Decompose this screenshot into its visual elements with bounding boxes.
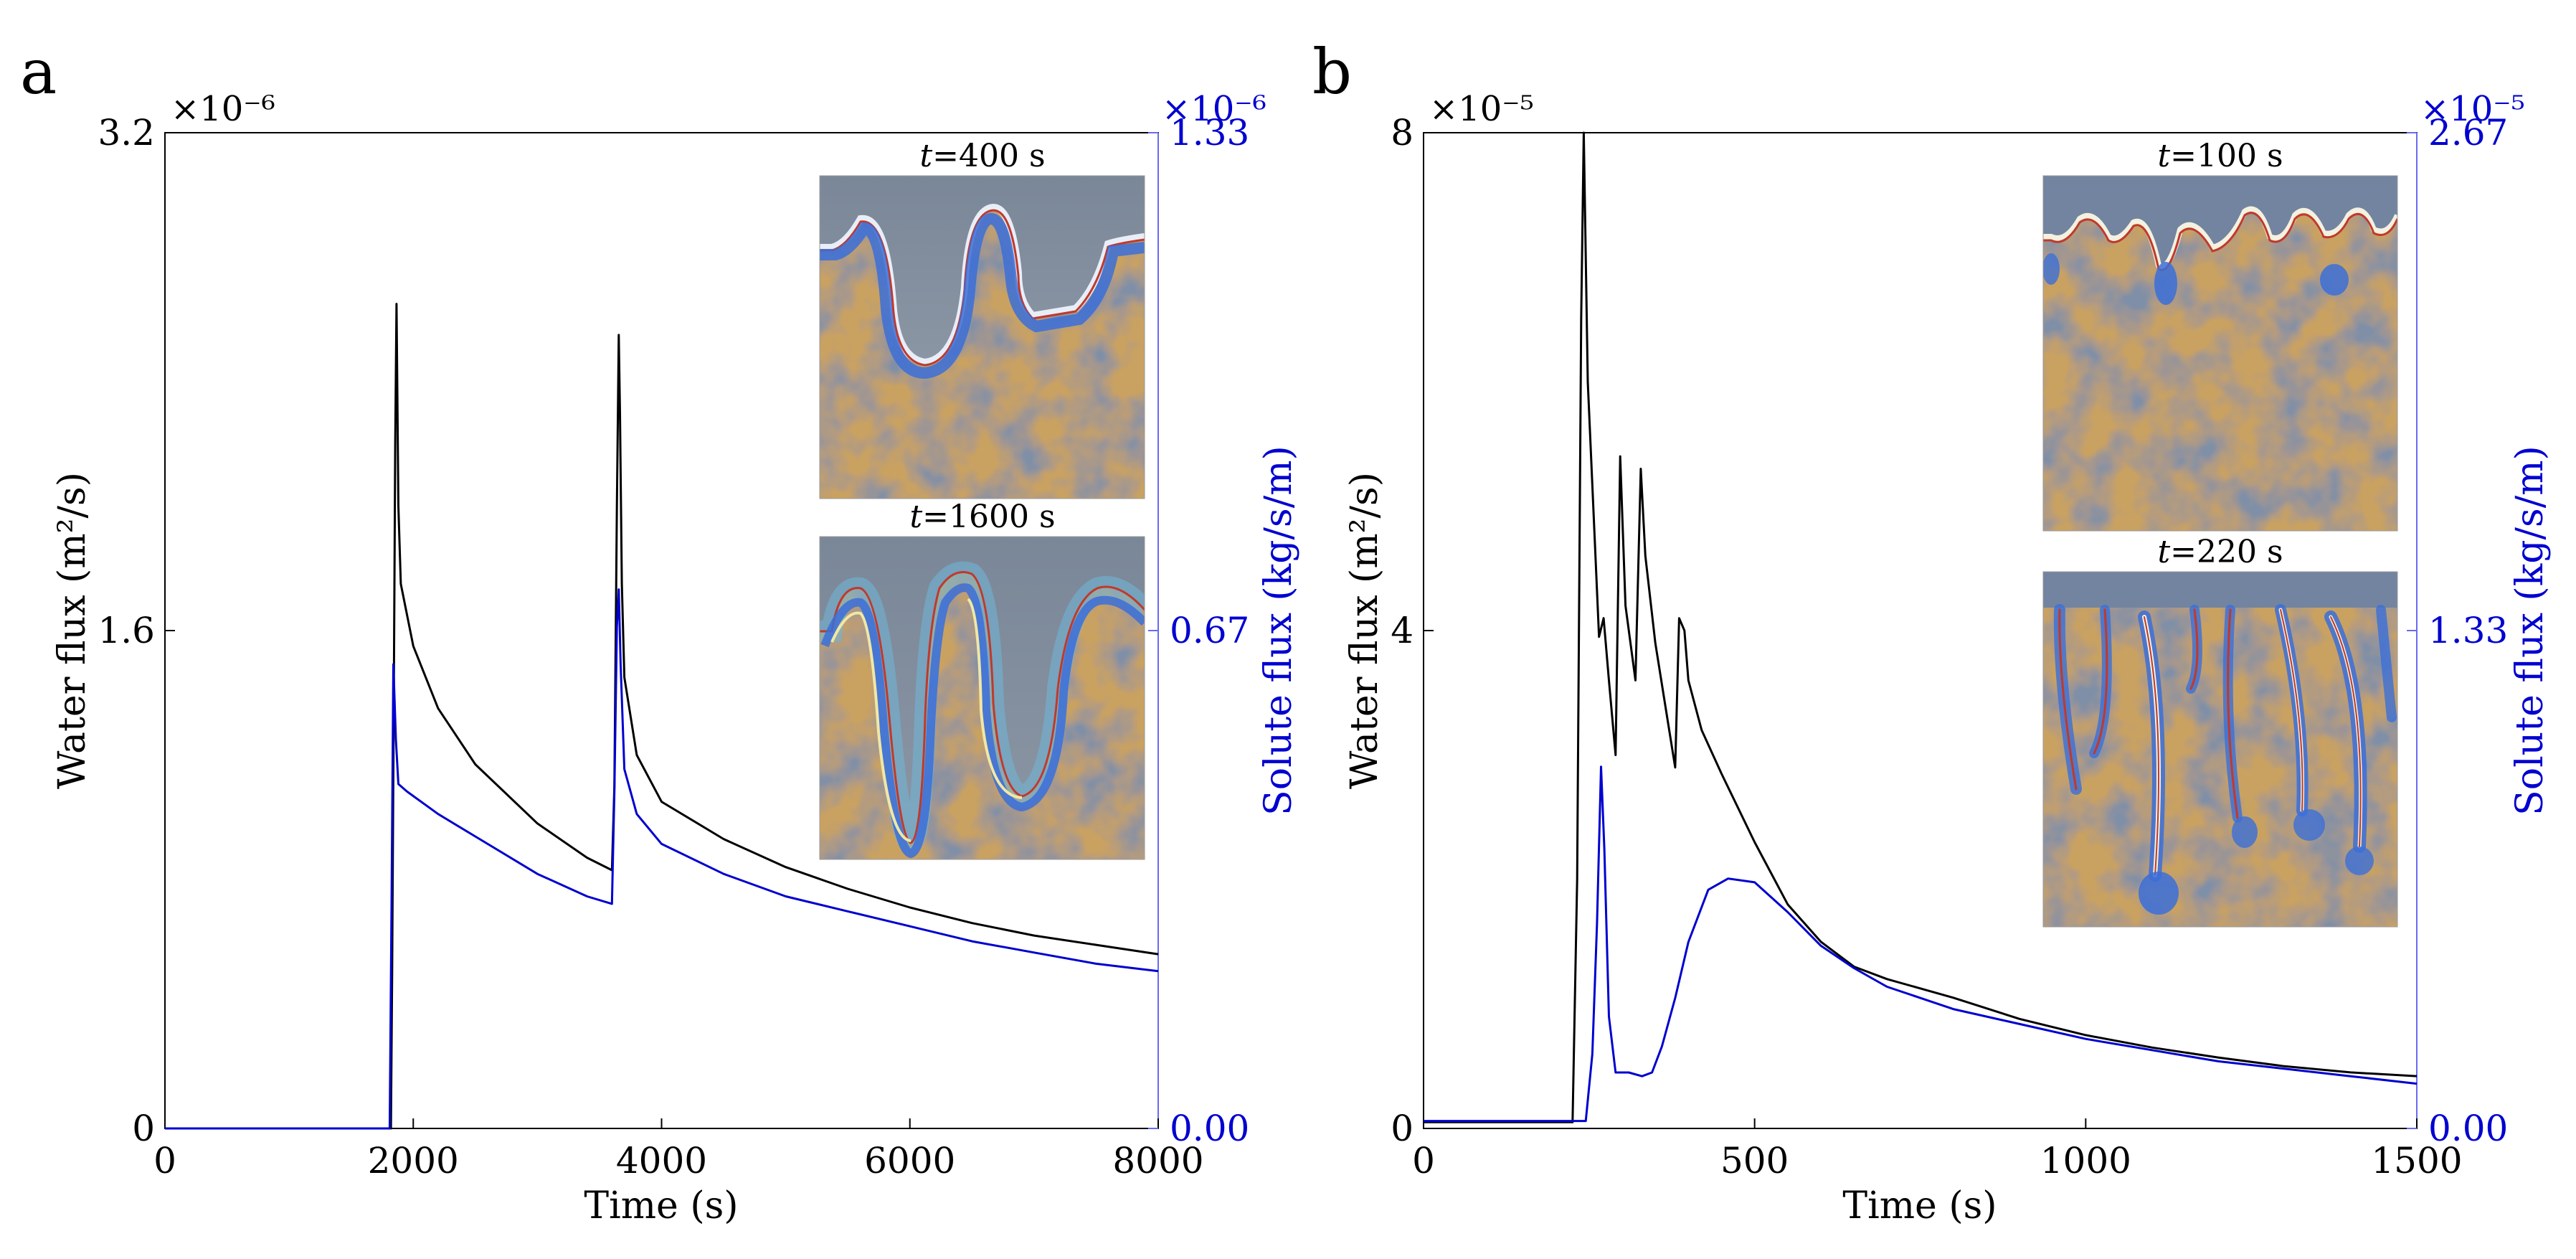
panel-a-inset-top: t=400 s [819, 138, 1145, 499]
panel-b-series-water-flux-line [1424, 131, 2418, 1123]
panel-b-x-tick-label: 1500 [2371, 1140, 2462, 1182]
panel-b-x-tick-label: 1000 [2040, 1140, 2131, 1182]
panel-a-left-y-axis-label: Water flux (m²/s) [51, 472, 94, 789]
panel-b-right-y-tick-label: 0.00 [2428, 1108, 2508, 1149]
panel-b-left-multiplier: ×10⁻⁵ [1429, 89, 1534, 129]
panel-a-inset-top-title: t=400 s [919, 138, 1045, 174]
panel-a-series-solute-flux-line [165, 588, 1159, 1130]
panel-a-x-tick-label: 2000 [368, 1140, 459, 1182]
panel-a-right-y-tick-label: 0.00 [1170, 1108, 1249, 1149]
panel-b-inset-bottom: t=220 s [2042, 534, 2398, 928]
panel-a-right-y-tick-label: 0.67 [1170, 610, 1249, 651]
panel-a-left-y-tick-label: 3.2 [98, 112, 155, 154]
panel-b-left-y-axis-label: Water flux (m²/s) [1343, 472, 1386, 789]
panel-a-letter: a [20, 37, 57, 108]
panel-a-right-y-axis-label: Solute flux (kg/s/m) [1257, 445, 1300, 816]
panel-b-inset-top: t=100 s [2042, 138, 2398, 532]
panel-a-right-y-tick-label: 1.33 [1170, 112, 1249, 154]
panel-b-right-y-tick-label: 1.33 [2428, 610, 2508, 651]
panel-b-right-y-tick-label: 2.67 [2428, 112, 2508, 154]
panel-a: a ×10⁻⁶ ×10⁻⁶ 0 2000 4000 6000 8000 01.63.2 … [20, 37, 1300, 1227]
panel-a-inset-bottom-title: t=1600 s [909, 499, 1055, 535]
panel-a-inset-bottom: t=1600 s [819, 499, 1145, 860]
panel-b-left-y-tick-label: 8 [1391, 112, 1414, 154]
panel-a-left-multiplier: ×10⁻⁶ [171, 89, 275, 129]
panel-b-series-solute-flux-line [1424, 765, 2418, 1123]
panel-a-x-tick-label: 8000 [1112, 1140, 1203, 1182]
panel-a-x-tick-label: 4000 [616, 1140, 707, 1182]
panel-b-right-multiplier: ×10⁻⁵ [2420, 89, 2525, 129]
panel-a-left-y-tick-label: 0 [132, 1108, 155, 1149]
panel-b-left-y-tick-label: 0 [1391, 1108, 1414, 1149]
panel-b-inset-bottom-title: t=220 s [2157, 534, 2283, 570]
panel-b-left-y-tick-label: 4 [1391, 610, 1414, 651]
panel-b-inset-top-title: t=100 s [2157, 138, 2283, 174]
panel-b-right-y-axis-label: Solute flux (kg/s/m) [2509, 445, 2552, 816]
panel-a-x-tick-label: 6000 [864, 1140, 955, 1182]
panel-b: b ×10⁻⁵ ×10⁻⁵ 0 500 1000 1500 0 4 8 0.00 1.33 2… [1312, 37, 2552, 1227]
panel-a-left-y-tick-label: 1.6 [98, 610, 155, 651]
panel-b-x-tick-label: 0 [1412, 1140, 1435, 1182]
panel-b-x-axis-label: Time (s) [1842, 1184, 1997, 1227]
panel-a-x-axis-label: Time (s) [584, 1184, 738, 1227]
panel-b-letter: b [1312, 37, 1352, 108]
panel-a-x-tick-label: 0 [153, 1140, 176, 1182]
panel-a-right-multiplier: ×10⁻⁶ [1162, 89, 1266, 129]
panel-b-x-tick-label: 500 [1720, 1140, 1789, 1182]
